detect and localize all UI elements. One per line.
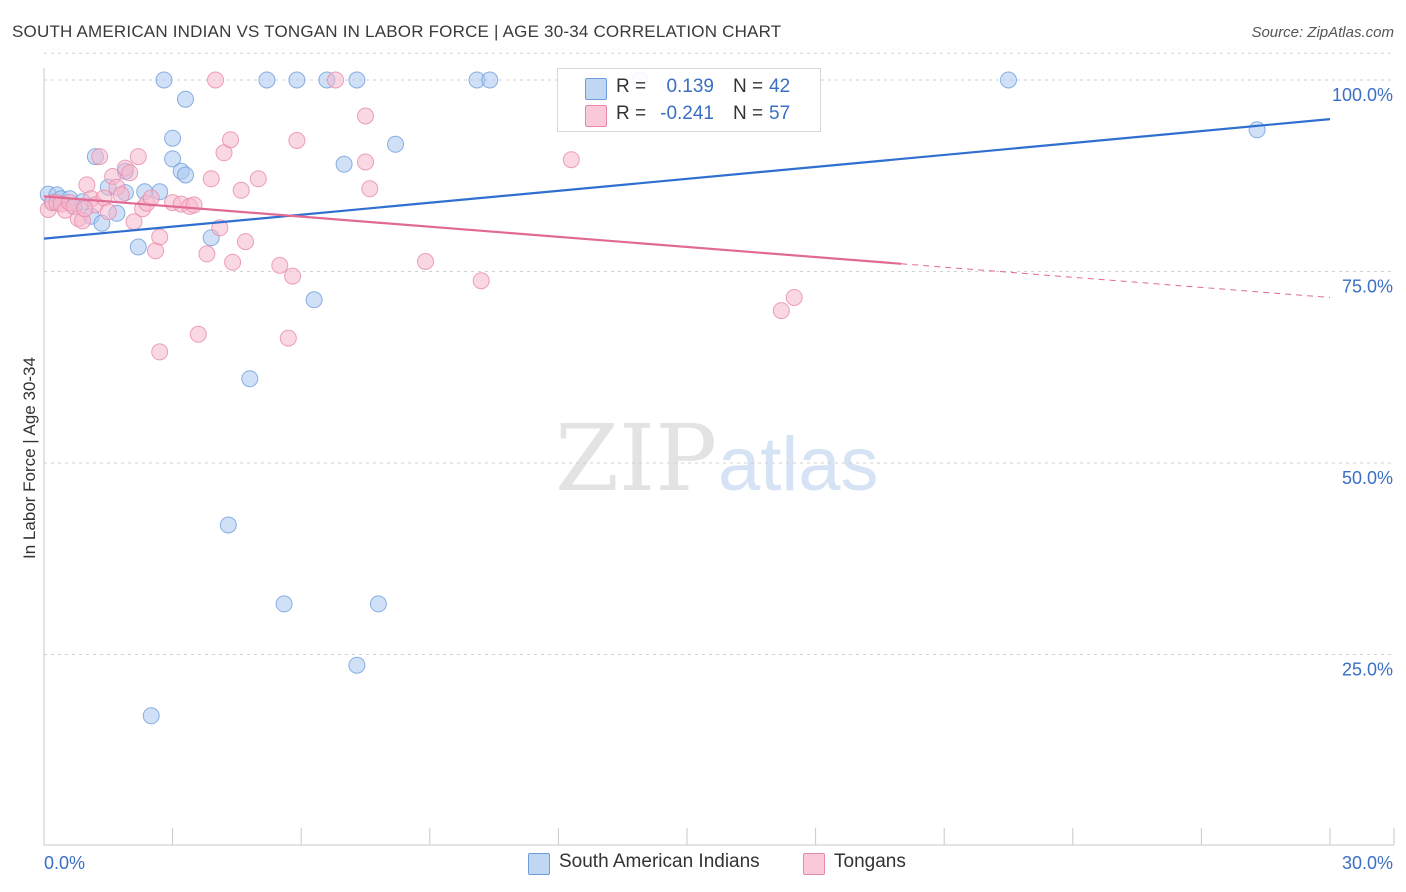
point-tongan	[279, 329, 297, 347]
point-south-american-indian	[129, 238, 147, 256]
legend-swatch-pink	[585, 105, 607, 127]
legend-n-label: N =	[733, 76, 764, 97]
stats-legend: R = 0.139 N = 42 R = -0.241 N = 57	[557, 68, 821, 132]
y-tick-label: 100.0%	[1332, 85, 1393, 105]
point-tongan	[129, 148, 147, 166]
point-tongan	[207, 71, 224, 89]
legend-r-value: 0.139	[666, 76, 714, 97]
point-tongan	[99, 203, 117, 221]
legend-n-label: N =	[733, 103, 764, 124]
bottom-legend-swatch-pink	[803, 853, 825, 875]
point-south-american-indian	[305, 291, 323, 309]
point-south-american-indian	[1000, 71, 1017, 89]
point-tongan	[202, 170, 220, 188]
point-south-american-indian	[258, 71, 276, 89]
point-tongan	[271, 256, 289, 274]
point-tongan	[472, 272, 490, 290]
point-tongan	[284, 267, 302, 285]
point-tongan	[417, 253, 434, 270]
legend-swatch-blue	[585, 78, 607, 100]
point-tongan	[185, 196, 203, 214]
point-tongan	[112, 186, 130, 204]
point-tongan	[198, 245, 216, 263]
point-tongan	[232, 181, 250, 199]
point-tongan	[76, 200, 94, 218]
point-tongan	[562, 151, 580, 169]
point-tongan	[361, 180, 379, 198]
stats-legend-row-blue: R = 0.139 N = 42	[558, 75, 820, 101]
point-tongan	[237, 233, 254, 251]
trend-line-tongans	[43, 195, 902, 265]
stats-legend-row-pink: R = -0.241 N = 57	[558, 102, 820, 128]
point-south-american-indian	[288, 71, 306, 89]
point-south-american-indian	[1248, 121, 1266, 139]
y-tick-label: 25.0%	[1342, 660, 1393, 680]
y-tick-label: 50.0%	[1342, 468, 1393, 488]
point-south-american-indian	[155, 71, 173, 89]
point-south-american-indian	[348, 656, 366, 674]
point-south-american-indian	[275, 595, 293, 613]
chart-title: SOUTH AMERICAN INDIAN VS TONGAN IN LABOR…	[12, 22, 782, 41]
point-tongan	[211, 219, 229, 237]
watermark-zip: ZIP	[555, 405, 717, 512]
point-tongan	[772, 302, 790, 320]
bottom-legend-label: Tongans	[834, 851, 906, 872]
point-tongan	[142, 189, 160, 207]
legend-r-value: -0.241	[660, 103, 714, 124]
point-tongan	[785, 289, 803, 306]
point-south-american-indian	[348, 71, 366, 89]
point-tongan	[288, 132, 306, 149]
point-south-american-indian	[219, 516, 237, 534]
point-tongan	[151, 228, 169, 246]
legend-n-value: 57	[769, 103, 791, 124]
point-tongan	[327, 71, 344, 89]
point-south-american-indian	[164, 129, 182, 147]
bottom-legend-label: South American Indians	[559, 851, 760, 872]
legend-r-label: R =	[616, 103, 647, 124]
point-tongan	[121, 164, 139, 182]
point-south-american-indian	[164, 150, 182, 168]
point-tongan	[249, 170, 267, 188]
point-south-american-indian	[387, 135, 404, 153]
trend-line-south-american-indians	[43, 118, 1331, 240]
point-tongan	[91, 148, 109, 166]
legend-n-value: 42	[769, 76, 791, 97]
source-label: Source: ZipAtlas.com	[1251, 24, 1394, 41]
y-axis-label: In Labor Force | Age 30-34	[20, 357, 39, 559]
point-south-american-indian	[241, 370, 259, 388]
point-tongan	[189, 325, 207, 343]
watermark-atlas: atlas	[718, 422, 879, 507]
point-south-american-indian	[177, 166, 194, 184]
point-south-american-indian	[369, 595, 387, 613]
trend-line-tongans-extrapolated	[901, 263, 1331, 298]
point-south-american-indian	[481, 71, 499, 89]
point-tongan	[357, 107, 374, 125]
legend-r-label: R =	[616, 76, 647, 97]
point-south-american-indian	[177, 90, 194, 108]
point-tongan	[222, 131, 239, 149]
bottom-legend-swatch-blue	[528, 853, 550, 875]
point-south-american-indian	[142, 707, 160, 725]
point-south-american-indian	[335, 155, 353, 173]
y-tick-label: 75.0%	[1342, 277, 1393, 297]
point-tongan	[357, 153, 374, 171]
x-tick-label-max: 30.0%	[1342, 853, 1393, 873]
point-tongan	[151, 343, 169, 361]
x-tick-label-min: 0.0%	[44, 853, 85, 873]
point-tongan	[224, 253, 242, 271]
